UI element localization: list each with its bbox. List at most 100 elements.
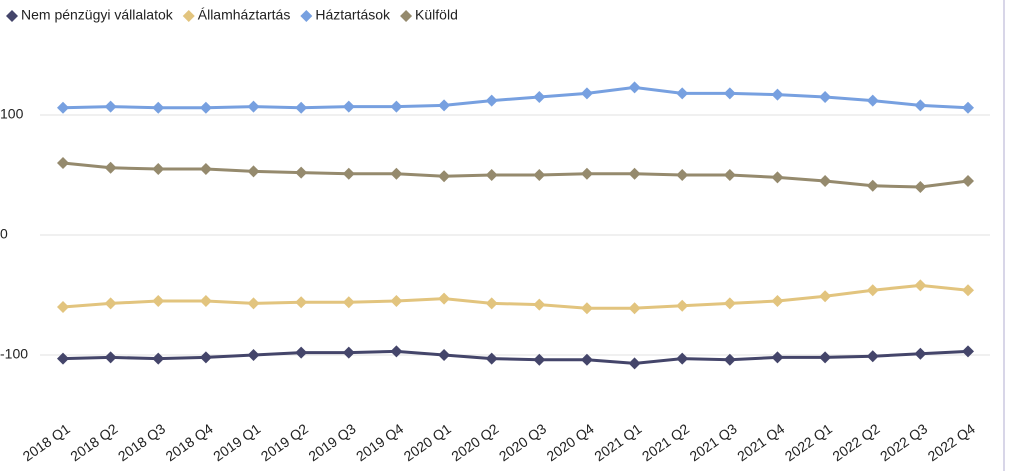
point-marker [199,351,212,364]
point-marker [199,101,212,114]
x-tick-label: 2021 Q1 [591,420,644,464]
point-marker [152,101,165,114]
x-tick-label: 2018 Q4 [163,420,216,464]
point-marker [580,87,593,100]
point-marker [485,352,498,365]
point-marker [962,175,974,187]
x-tick-label: 2021 Q2 [639,420,692,464]
point-marker [104,161,117,174]
point-marker [533,91,546,103]
point-marker [104,297,117,310]
x-tick-label: 2021 Q3 [687,420,740,464]
point-marker [866,284,879,297]
point-marker [580,353,593,366]
point-marker [390,345,403,358]
point-marker [723,353,736,366]
point-marker [962,345,974,358]
point-marker [247,349,260,361]
point-marker [57,157,69,169]
point-marker [295,101,308,114]
point-marker [628,302,641,315]
point-marker [247,297,260,310]
legend-label: Államháztartás [198,7,291,23]
x-tick-label: 2019 Q4 [353,420,406,464]
legend-label: Külföld [415,7,458,23]
legend-label: Nem pénzügyi vállalatok [21,7,174,23]
point-marker [771,295,784,307]
point-marker [247,165,260,178]
point-marker [485,169,498,181]
point-marker [295,166,308,179]
point-marker [628,357,641,370]
point-marker [914,99,927,112]
point-marker [866,350,879,363]
x-tick-label: 2018 Q2 [67,420,120,464]
point-marker [533,298,546,311]
point-marker [819,290,832,303]
point-marker [628,81,641,94]
point-marker [390,167,403,180]
point-marker [771,171,784,184]
point-marker [914,181,927,193]
point-marker [57,301,69,313]
point-marker [438,99,451,112]
x-tick-label: 2021 Q4 [734,420,787,464]
point-marker [342,296,355,309]
point-marker [295,296,308,309]
point-marker [342,167,355,180]
series-line [62,161,969,189]
point-marker [199,163,212,175]
legend-marker [6,10,18,22]
point-marker [914,347,927,360]
legend-marker [182,10,195,22]
point-marker [199,295,212,307]
point-marker [819,91,832,103]
point-marker [914,279,927,292]
legend-label: Háztartások [315,7,391,23]
point-marker [723,87,736,100]
point-marker [723,169,736,181]
point-marker [771,88,784,101]
point-marker [866,94,879,107]
point-marker [438,349,451,361]
point-marker [247,100,260,113]
point-marker [57,101,69,114]
y-tick-label: 100 [0,106,24,122]
point-marker [533,169,546,181]
point-marker [580,302,593,315]
series-line [62,283,969,310]
x-tick-label: 2018 Q1 [20,420,73,464]
point-marker [390,295,403,307]
series-line [62,85,969,110]
point-marker [962,101,974,114]
point-marker [152,295,165,307]
x-tick-label: 2020 Q4 [544,420,597,464]
point-marker [485,94,498,107]
point-marker [57,352,69,365]
point-marker [104,351,117,364]
x-tick-label: 2022 Q2 [829,420,882,464]
point-marker [676,87,689,100]
series-line [62,349,969,365]
y-tick-label: 0 [0,226,8,242]
point-marker [819,351,832,364]
point-marker [342,100,355,113]
point-marker [962,284,974,297]
point-marker [580,167,593,180]
point-marker [390,100,403,113]
x-tick-label: 2018 Q3 [115,420,168,464]
point-marker [628,167,641,180]
point-marker [342,346,355,359]
point-marker [485,297,498,310]
legend-marker [300,10,313,22]
point-marker [152,163,165,175]
point-marker [438,170,451,183]
point-marker [819,175,832,187]
x-tick-label: 2020 Q1 [401,420,454,464]
x-tick-label: 2020 Q3 [496,420,549,464]
x-tick-label: 2020 Q2 [448,420,501,464]
point-marker [533,353,546,366]
y-tick-label: -100 [0,346,28,362]
legend-marker [400,10,413,22]
